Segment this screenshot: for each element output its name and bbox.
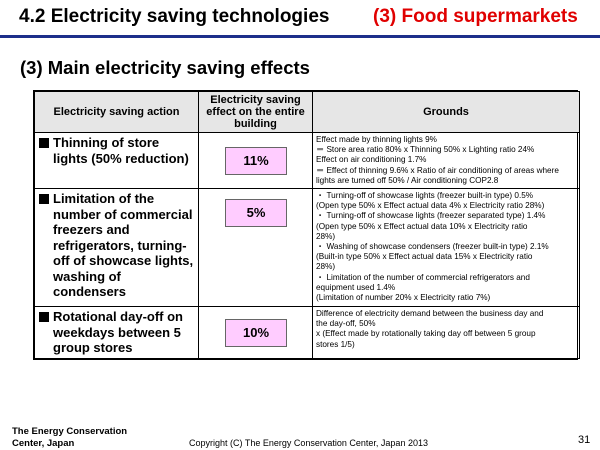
slide-header: 4.2 Electricity saving technologies (3) … bbox=[0, 0, 600, 38]
effect-cell: 5% bbox=[198, 188, 313, 308]
grounds-line: (Built-in type 50% x Effect actual data … bbox=[316, 252, 533, 262]
action-cell: Limitation of the number of commercial f… bbox=[34, 188, 199, 308]
slide-subtitle: (3) Food supermarkets bbox=[373, 6, 578, 27]
grounds-line: 28%) bbox=[316, 262, 336, 272]
effect-value-box: 10% bbox=[225, 319, 287, 348]
action-text: Thinning of store lights (50% reduction) bbox=[53, 135, 189, 166]
grounds-line: x (Effect made by rotationally taking da… bbox=[316, 329, 536, 339]
grounds-line: stores 1/5) bbox=[316, 339, 355, 349]
action-text: Rotational day-off on weekdays between 5… bbox=[53, 309, 183, 356]
grounds-line: Difference of electricity demand between… bbox=[316, 309, 544, 319]
table-row: Rotational day-off on weekdays between 5… bbox=[34, 306, 580, 360]
column-header-action: Electricity saving action bbox=[34, 91, 199, 133]
grounds-line: Effect made by thinning lights 9% bbox=[316, 135, 437, 144]
grounds-line: ＝ Effect of thinning 9.6% x Ratio of air… bbox=[316, 165, 559, 175]
grounds-line: the day-off, 50% bbox=[316, 319, 376, 329]
grounds-line: lights are turned off 50% / Air conditio… bbox=[316, 175, 499, 185]
action-text: Limitation of the number of commercial f… bbox=[53, 191, 194, 300]
page-number: 31 bbox=[578, 434, 591, 446]
footer-copyright: Copyright (C) The Energy Conservation Ce… bbox=[189, 438, 428, 448]
column-header-grounds: Grounds bbox=[312, 91, 580, 133]
grounds-line: ・ Turning-off of showcase lights (freeze… bbox=[316, 211, 546, 221]
footer-organization: The Energy Conservation Center, Japan bbox=[12, 426, 128, 449]
grounds-line: ・ Turning-off of showcase lights (freeze… bbox=[316, 191, 534, 201]
effect-value-box: 11% bbox=[225, 147, 287, 175]
bullet-square-icon bbox=[39, 194, 49, 205]
grounds-line: ・ Washing of showcase condensers (freeze… bbox=[316, 242, 549, 252]
bullet-square-icon bbox=[39, 138, 49, 148]
slide-title: 4.2 Electricity saving technologies bbox=[19, 6, 330, 27]
grounds-line: Effect on air conditioning 1.7% bbox=[316, 155, 427, 165]
bullet-square-icon bbox=[39, 312, 49, 323]
grounds-line: (Limitation of number 20% x Electricity … bbox=[316, 293, 491, 303]
grounds-line: (Open type 50% x Effect actual data 10% … bbox=[316, 221, 528, 231]
header-divider bbox=[0, 35, 600, 38]
action-cell: Thinning of store lights (50% reduction) bbox=[34, 131, 199, 190]
effect-value-box: 5% bbox=[225, 199, 287, 228]
grounds-line: (Open type 50% x Effect actual data 4% x… bbox=[316, 201, 545, 211]
table-row: Limitation of the number of commercial f… bbox=[34, 188, 580, 308]
effect-cell: 11% bbox=[198, 131, 313, 190]
section-title: (3) Main electricity saving effects bbox=[20, 57, 310, 78]
effects-table: Electricity saving action Electricity sa… bbox=[33, 90, 580, 361]
action-cell: Rotational day-off on weekdays between 5… bbox=[34, 306, 199, 360]
grounds-line: ・ Limitation of the number of commercial… bbox=[316, 272, 530, 282]
grounds-cell: ・ Turning-off of showcase lights (freeze… bbox=[312, 188, 580, 308]
table-row: Thinning of store lights (50% reduction)… bbox=[34, 131, 580, 190]
effect-cell: 10% bbox=[198, 306, 313, 360]
grounds-line: ＝ Store area ratio 80% x Thinning 50% x … bbox=[316, 145, 535, 155]
grounds-cell: Effect made by thinning lights 9% ＝ Stor… bbox=[312, 131, 580, 190]
grounds-line: equipment used 1.4% bbox=[316, 282, 396, 292]
table-header-row: Electricity saving action Electricity sa… bbox=[34, 91, 580, 133]
grounds-cell: Difference of electricity demand between… bbox=[312, 306, 580, 360]
column-header-effect: Electricity saving effect on the entire … bbox=[198, 91, 313, 133]
grounds-line: 28%) bbox=[316, 231, 336, 241]
